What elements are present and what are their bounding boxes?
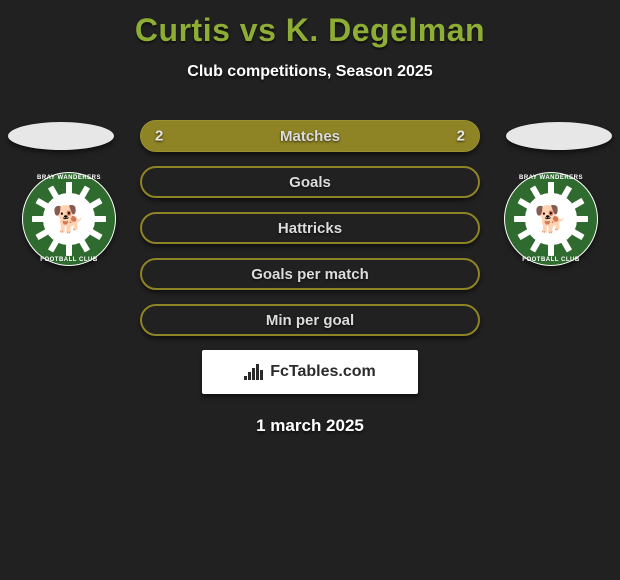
stat-value-right: 2 xyxy=(457,128,465,145)
player-avatar-left xyxy=(8,122,114,150)
badge-center: 🐕 xyxy=(527,195,575,243)
badge-footer: FOOTBALL CLUB xyxy=(22,257,116,263)
date-label: 1 march 2025 xyxy=(140,416,480,436)
stat-label: Hattricks xyxy=(278,220,342,237)
team-badge-left: BRAY WANDERERS 🐕 FOOTBALL CLUB xyxy=(22,172,116,266)
player-avatar-right xyxy=(506,122,612,150)
badge-name: BRAY WANDERERS xyxy=(22,175,116,181)
dog-icon: 🐕 xyxy=(53,206,85,232)
badge-name: BRAY WANDERERS xyxy=(504,175,598,181)
badge-center: 🐕 xyxy=(45,195,93,243)
dog-icon: 🐕 xyxy=(535,206,567,232)
stat-row-min-per-goal: Min per goal xyxy=(140,304,480,336)
stats-column: 2 Matches 2 Goals Hattricks Goals per ma… xyxy=(140,120,480,436)
stat-value-left: 2 xyxy=(155,128,163,145)
subtitle: Club competitions, Season 2025 xyxy=(0,63,620,81)
stat-label: Matches xyxy=(280,128,340,145)
stat-row-goals-per-match: Goals per match xyxy=(140,258,480,290)
brand-label: FcTables.com xyxy=(270,363,376,381)
stat-label: Min per goal xyxy=(266,312,354,329)
stat-label: Goals xyxy=(289,174,331,191)
stat-row-hattricks: Hattricks xyxy=(140,212,480,244)
page-title: Curtis vs K. Degelman xyxy=(0,0,620,49)
brand-box[interactable]: FcTables.com xyxy=(202,350,418,394)
badge-footer: FOOTBALL CLUB xyxy=(504,257,598,263)
bar-chart-icon xyxy=(244,364,264,380)
team-badge-right: BRAY WANDERERS 🐕 FOOTBALL CLUB xyxy=(504,172,598,266)
stat-label: Goals per match xyxy=(251,266,369,283)
stat-row-matches: 2 Matches 2 xyxy=(140,120,480,152)
stat-row-goals: Goals xyxy=(140,166,480,198)
